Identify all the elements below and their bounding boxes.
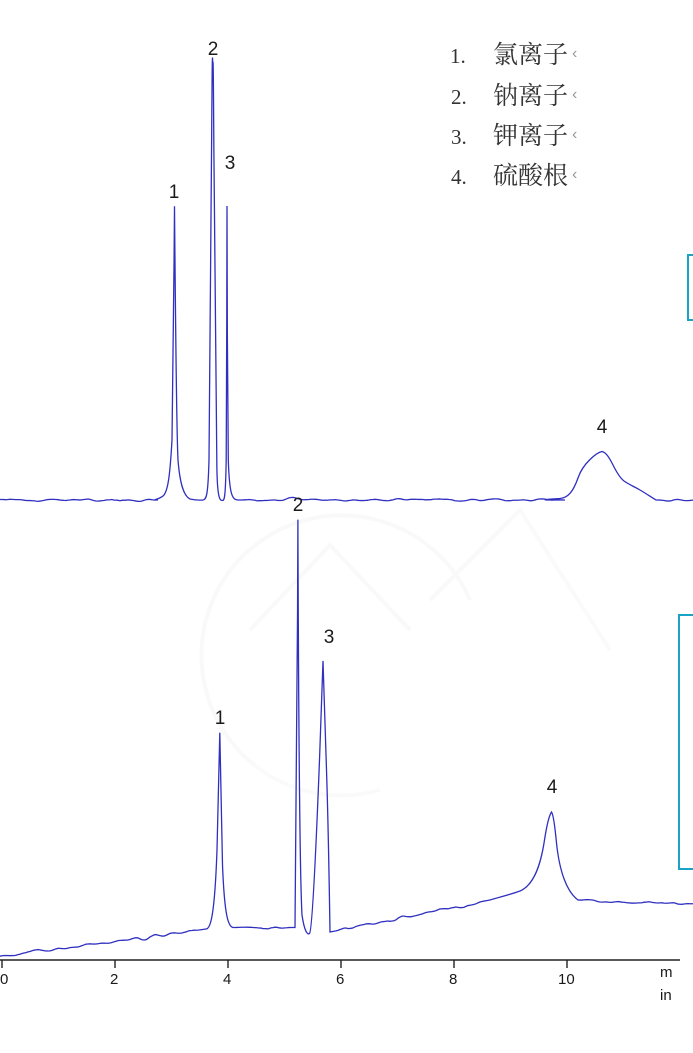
svg-text:10: 10 (558, 971, 575, 988)
svg-text:4.: 4. (451, 165, 467, 189)
svg-text:6: 6 (336, 971, 344, 988)
svg-text:‹: ‹ (572, 126, 577, 143)
svg-text:钾离子: 钾离子 (493, 116, 568, 152)
svg-text:硫酸根: 硫酸根 (493, 156, 568, 192)
svg-text:3: 3 (225, 153, 236, 174)
svg-text:钠离子: 钠离子 (493, 76, 568, 112)
svg-text:4: 4 (547, 777, 558, 798)
svg-text:8: 8 (449, 971, 457, 988)
svg-text:1: 1 (215, 708, 226, 729)
svg-text:4: 4 (223, 971, 231, 988)
svg-text:2: 2 (208, 39, 219, 60)
svg-text:1.: 1. (450, 44, 466, 68)
svg-text:1: 1 (169, 182, 180, 203)
svg-text:‹: ‹ (572, 45, 577, 62)
svg-text:4: 4 (597, 417, 608, 438)
svg-text:in: in (660, 987, 672, 1004)
svg-text:氯离子: 氯离子 (493, 35, 568, 71)
svg-text:2.: 2. (451, 85, 467, 109)
svg-text:2: 2 (293, 495, 304, 516)
svg-text:3.: 3. (451, 125, 467, 149)
svg-text:‹: ‹ (572, 86, 577, 103)
svg-text:m: m (660, 964, 673, 981)
svg-text:0: 0 (0, 971, 8, 988)
svg-text:3: 3 (324, 627, 335, 648)
svg-text:2: 2 (110, 971, 118, 988)
svg-text:‹: ‹ (572, 166, 577, 183)
